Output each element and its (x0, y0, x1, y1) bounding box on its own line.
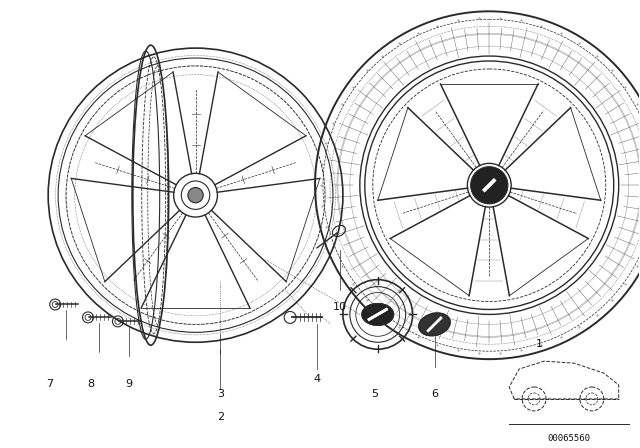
Text: 10: 10 (333, 302, 347, 312)
Text: 1: 1 (536, 339, 543, 349)
Text: 00065560: 00065560 (547, 434, 591, 443)
Text: 4: 4 (314, 374, 321, 384)
Text: 7: 7 (45, 379, 52, 389)
Text: 8: 8 (88, 379, 95, 389)
Text: 2: 2 (217, 412, 224, 422)
Text: 9: 9 (125, 379, 132, 389)
Circle shape (470, 167, 508, 204)
Ellipse shape (419, 313, 450, 336)
Circle shape (188, 188, 204, 203)
Text: 5: 5 (371, 389, 378, 399)
Text: 6: 6 (431, 389, 438, 399)
Text: 3: 3 (217, 389, 224, 399)
Ellipse shape (362, 303, 394, 325)
